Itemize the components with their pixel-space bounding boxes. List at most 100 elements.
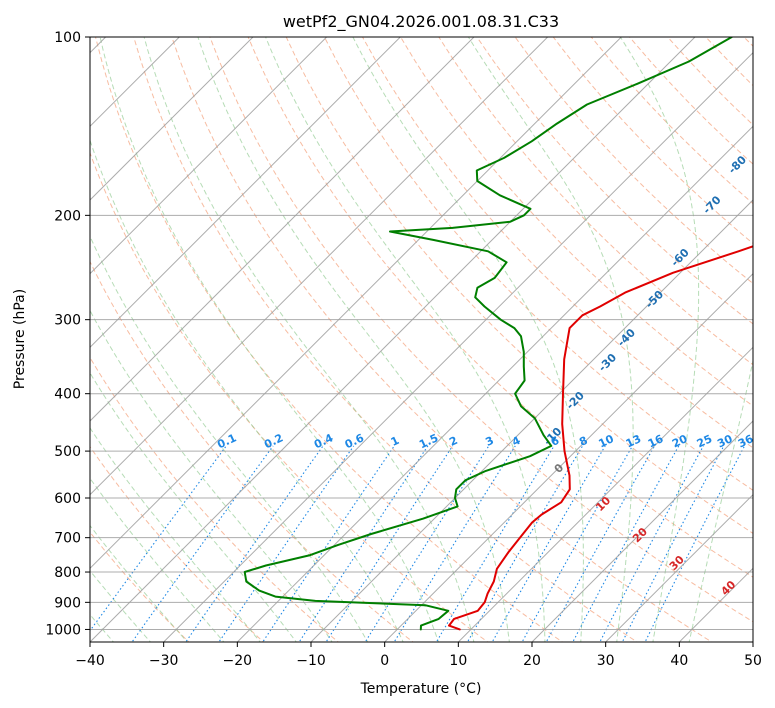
chart-title: wetPf2_GN04.2026.001.08.31.C33 [283, 12, 559, 32]
x-tick-label: −20 [223, 653, 253, 669]
dry-adiabat-line [90, 151, 489, 642]
x-tick-label: 30 [597, 653, 615, 669]
mixing-ratio-label: 2 [447, 434, 459, 449]
isotherm-line [90, 37, 254, 201]
theta-e-label: -90 [756, 113, 775, 136]
moist-adiabat-line [688, 358, 753, 642]
dewpoint-profile-line [243, 37, 733, 631]
mixing-ratio-line [466, 445, 584, 642]
moist-adiabat-line [90, 309, 333, 642]
mixing-ratio-line [599, 445, 704, 642]
moist-adiabat-line [90, 427, 261, 642]
mixing-ratio-line [218, 445, 355, 642]
moist-adiabat-line [90, 477, 225, 642]
mixing-ratio-line [298, 445, 429, 642]
zero-line-label: 0 [552, 461, 567, 476]
isotherm-line [531, 420, 753, 642]
wet-bulb-label: 10 [593, 494, 613, 514]
dry-adiabat-line [90, 445, 265, 642]
wet-bulb-label: 40 [718, 578, 738, 598]
isotherm-line [90, 37, 402, 349]
mixing-ratio-label: 36 [736, 432, 756, 450]
y-tick-label: 800 [54, 565, 81, 581]
isotherm-line [90, 37, 328, 275]
x-tick-label: −10 [296, 653, 326, 669]
dry-adiabat-line [476, 37, 753, 325]
x-tick-label: 50 [744, 653, 762, 669]
theta-e-label: -30 [596, 351, 619, 374]
dry-adiabat-line [514, 37, 753, 285]
isotherm-line [90, 37, 623, 570]
y-tick-label: 1000 [45, 622, 81, 638]
dry-adiabat-line [552, 37, 753, 245]
theta-e-label: -80 [726, 153, 749, 176]
x-tick-label: 0 [380, 653, 389, 669]
theta-e-label: -40 [615, 326, 638, 349]
mixing-ratio-label: 20 [670, 432, 690, 450]
x-tick-label: 10 [449, 653, 467, 669]
mixing-ratio-line [393, 445, 516, 642]
mixing-ratio-line [491, 445, 606, 642]
background-lines [90, 37, 753, 642]
isotherm-line [457, 346, 753, 642]
mixing-ratio-label: 0.6 [343, 431, 366, 451]
y-tick-label: 500 [54, 444, 81, 460]
mixing-ratio-label: 1.5 [417, 431, 440, 451]
theta-e-label: -50 [643, 288, 666, 311]
x-tick-label: 40 [670, 653, 688, 669]
mixing-ratio-line [644, 445, 746, 642]
mixing-ratio-label: 4 [510, 434, 523, 449]
moist-adiabat-line [90, 235, 369, 642]
mixing-ratio-label: 30 [715, 432, 735, 450]
isotherm-line [383, 272, 753, 642]
isotherm-line [90, 37, 696, 642]
temperature-profile-line [448, 245, 753, 631]
dry-adiabat-line [95, 37, 564, 642]
isotherm-line [162, 51, 753, 642]
profile-series [243, 37, 753, 631]
mixing-ratio-label: 16 [646, 432, 666, 450]
moist-adiabat-line [99, 37, 440, 642]
y-tick-label: 200 [54, 208, 81, 224]
dry-adiabat-line [362, 37, 753, 449]
isotherm-line [604, 493, 753, 642]
y-tick-label: 600 [54, 491, 81, 507]
theta-e-label: -70 [700, 193, 723, 216]
mixing-ratio-label: 0.2 [262, 431, 285, 451]
dry-adiabat-line [133, 37, 638, 642]
mixing-ratio-label: 0.1 [215, 431, 238, 451]
mixing-ratio-line [185, 445, 324, 642]
moist-adiabat-line [90, 138, 404, 642]
dry-adiabat-line [438, 37, 753, 366]
dry-adiabat-line [743, 37, 753, 47]
axis-ticks: −40 −30 −20 −10 0 10 20 30 40 5010020030040050060… [45, 30, 762, 669]
dry-adiabat-line [247, 37, 753, 578]
isotherm-line [90, 37, 181, 128]
dry-adiabat-line [285, 37, 753, 535]
mixing-ratio-line [621, 445, 725, 642]
mixing-ratio-line [572, 445, 680, 642]
y-tick-label: 300 [54, 313, 81, 329]
moist-adiabat-line [90, 524, 188, 642]
x-tick-label: 20 [523, 653, 541, 669]
mixing-ratio-line [131, 445, 274, 642]
mixing-ratio-label: 3 [483, 434, 495, 449]
isotherm-line [90, 37, 475, 422]
dry-adiabat-line [90, 356, 339, 642]
mixing-ratio-line [364, 445, 490, 642]
theta-e-label: -60 [668, 246, 691, 269]
x-tick-label: −30 [149, 653, 179, 669]
mixing-ratio-label: 25 [695, 432, 714, 450]
isotherm-line [236, 125, 753, 642]
dry-adiabat-line [171, 37, 713, 642]
y-tick-label: 100 [54, 30, 81, 46]
x-tick-label: −40 [75, 653, 105, 669]
mixing-ratio-label: 10 [597, 432, 617, 450]
mixing-ratio-label: 1 [389, 434, 401, 449]
isotherm-line [310, 199, 753, 642]
plot-frame [89, 36, 754, 643]
wet-bulb-label: 30 [667, 553, 687, 573]
dry-adiabat-line [90, 531, 190, 642]
isotherm-line [90, 37, 549, 496]
